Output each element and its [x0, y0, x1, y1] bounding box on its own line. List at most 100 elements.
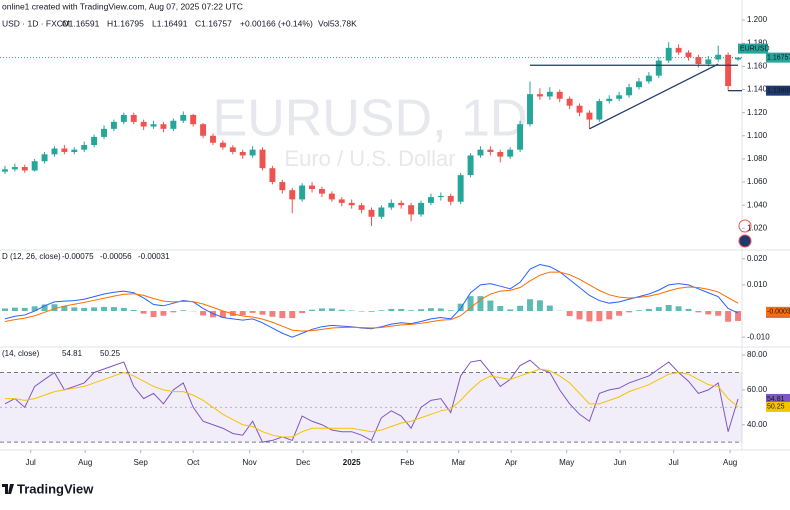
- candle-body: [81, 145, 88, 150]
- candle-body: [576, 105, 583, 113]
- candle-body: [447, 195, 454, 202]
- ohlc-change: +0.00166 (+0.14%): [240, 18, 313, 28]
- candle-body: [596, 101, 603, 120]
- histogram-bar: [497, 306, 504, 312]
- candle-body: [101, 128, 107, 137]
- x-tick-label: May: [559, 458, 574, 467]
- histogram-bar: [675, 306, 682, 312]
- x-tick-label: 2025: [343, 458, 361, 467]
- candle-body: [477, 149, 484, 156]
- histogram-bar: [249, 311, 256, 313]
- x-tick-label: Apr: [505, 458, 518, 467]
- candle-body: [408, 205, 415, 215]
- y-tick-label: 1.020: [747, 223, 768, 232]
- candle-body: [626, 87, 633, 96]
- x-tick-label: Dec: [296, 458, 310, 467]
- y-tick-label: 1.060: [747, 177, 768, 186]
- x-tick-label: Aug: [78, 458, 92, 467]
- indicator-label: (14, close): [2, 349, 40, 358]
- histogram-bar: [31, 306, 38, 312]
- pane: 0.020 0.010 -0.010 D (12, 26, close) -0.0007…: [1, 252, 790, 341]
- candle-body: [309, 185, 316, 189]
- symbol-tag: [738, 43, 768, 54]
- candle-body: [715, 54, 722, 60]
- candle-body: [457, 175, 464, 202]
- legend-value: 54.81: [62, 349, 83, 358]
- candle-body: [517, 124, 524, 150]
- histogram-bar: [566, 311, 573, 316]
- histogram-bar: [279, 311, 286, 319]
- x-tick-label: Sep: [134, 458, 149, 467]
- histogram-bar: [180, 310, 187, 312]
- candle-body: [655, 60, 662, 76]
- candle-body: [645, 75, 652, 82]
- value-badge-label: 54.81: [767, 396, 785, 403]
- candle-body: [378, 207, 385, 217]
- symbol: USD · 1D · FXCM: [2, 18, 70, 28]
- candle-body: [735, 57, 742, 60]
- candle-body: [556, 91, 563, 99]
- symbol-tag-label: EURUSD: [740, 45, 770, 52]
- y-tick-label: 1.180: [747, 38, 768, 47]
- ohlc-high: H1.16795: [107, 18, 144, 28]
- candle-body: [328, 193, 335, 200]
- value-badge: [766, 306, 790, 317]
- histogram-bar: [269, 311, 276, 317]
- indicator-line: [4, 359, 739, 443]
- candle-body: [239, 151, 246, 156]
- histogram-bar: [427, 308, 434, 312]
- y-tick-label: 1.120: [747, 108, 768, 117]
- candle-body: [467, 155, 474, 176]
- candle-body: [51, 148, 58, 155]
- alert-icon[interactable]: [738, 219, 752, 233]
- legend-value: -0.00075: [62, 252, 94, 261]
- candle-body: [1, 169, 8, 172]
- histogram-bar: [368, 311, 375, 312]
- histogram-bar: [81, 307, 88, 312]
- histogram-bar: [546, 305, 553, 312]
- candle-body: [71, 149, 78, 152]
- histogram-bar: [695, 311, 702, 313]
- candle-body: [299, 185, 306, 200]
- y-tick-label: 60.00: [747, 385, 768, 394]
- y-tick-label: 1.140: [747, 85, 768, 94]
- candle-body: [269, 168, 276, 183]
- candle-body: [695, 57, 702, 65]
- histogram-bar: [110, 307, 117, 312]
- histogram-bar: [140, 311, 147, 314]
- watermark-subtitle: Euro / U.S. Dollar: [284, 146, 455, 171]
- histogram-bar: [91, 307, 98, 312]
- histogram-bar: [348, 310, 355, 312]
- candle-body: [259, 149, 266, 169]
- candle-body: [170, 120, 177, 129]
- histogram-bar: [616, 311, 623, 316]
- histogram-bar: [507, 309, 514, 312]
- logo-text: TradingView: [17, 481, 94, 496]
- candle-body: [725, 54, 732, 87]
- candle-body: [31, 161, 38, 171]
- ohlc-close: C1.16757: [195, 18, 232, 28]
- histogram-bar: [487, 300, 494, 312]
- legend-value: -0.00031: [138, 252, 170, 261]
- candle-body: [616, 95, 623, 99]
- value-badge: [766, 393, 790, 404]
- volume: Vol53.78K: [318, 18, 357, 28]
- candle-body: [91, 136, 98, 146]
- histogram-bar: [477, 296, 484, 312]
- candle-body: [160, 124, 167, 129]
- candle-body: [279, 182, 286, 191]
- candle-body: [150, 124, 157, 127]
- histogram-bar: [160, 311, 167, 316]
- candle-body: [21, 167, 28, 171]
- candle-body: [487, 149, 494, 152]
- candle-body: [41, 154, 48, 162]
- ohlc-low: L1.16491: [152, 18, 188, 28]
- candle-body: [200, 124, 207, 136]
- price-badge-label: 1.16757: [767, 54, 790, 61]
- alert-icon[interactable]: [738, 234, 752, 248]
- candle-body: [586, 112, 593, 120]
- histogram-bar: [11, 307, 18, 312]
- candle-body: [398, 202, 405, 206]
- histogram-bar: [596, 311, 603, 322]
